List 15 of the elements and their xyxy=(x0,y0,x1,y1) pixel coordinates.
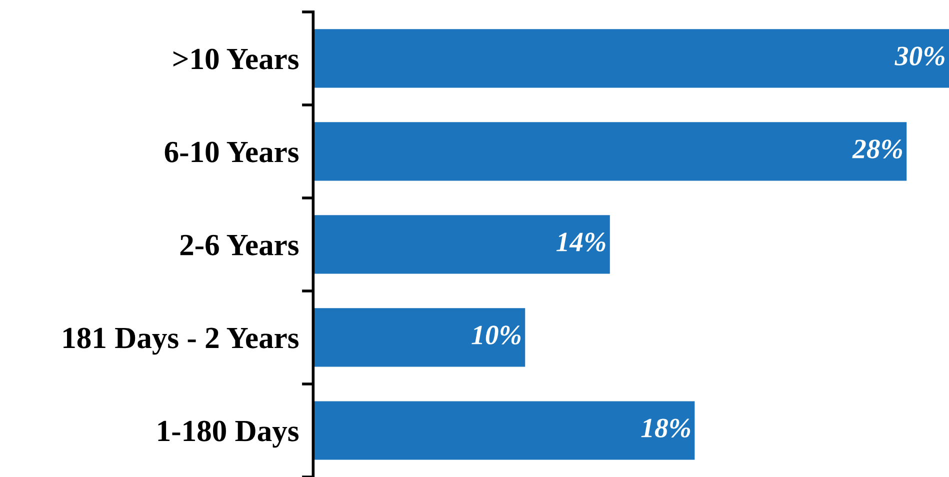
data-label: 18% xyxy=(641,418,690,438)
bar xyxy=(313,215,610,274)
data-label: 14% xyxy=(556,232,606,252)
y-tick-label: 6-10 Years xyxy=(164,142,299,162)
y-tick-label: 181 Days - 2 Years xyxy=(64,328,299,355)
bar xyxy=(313,122,907,181)
data-label: 28% xyxy=(852,140,902,158)
y-tick-label: 2-6 Years xyxy=(180,234,299,256)
data-label: 30% xyxy=(894,46,944,66)
data-label: 10% xyxy=(472,326,521,345)
bar xyxy=(313,401,695,460)
y-tick-label: 1-180 Days xyxy=(158,420,299,448)
bar xyxy=(313,308,526,367)
y-tick-label: >10 Years xyxy=(173,48,299,70)
bar xyxy=(313,29,949,88)
